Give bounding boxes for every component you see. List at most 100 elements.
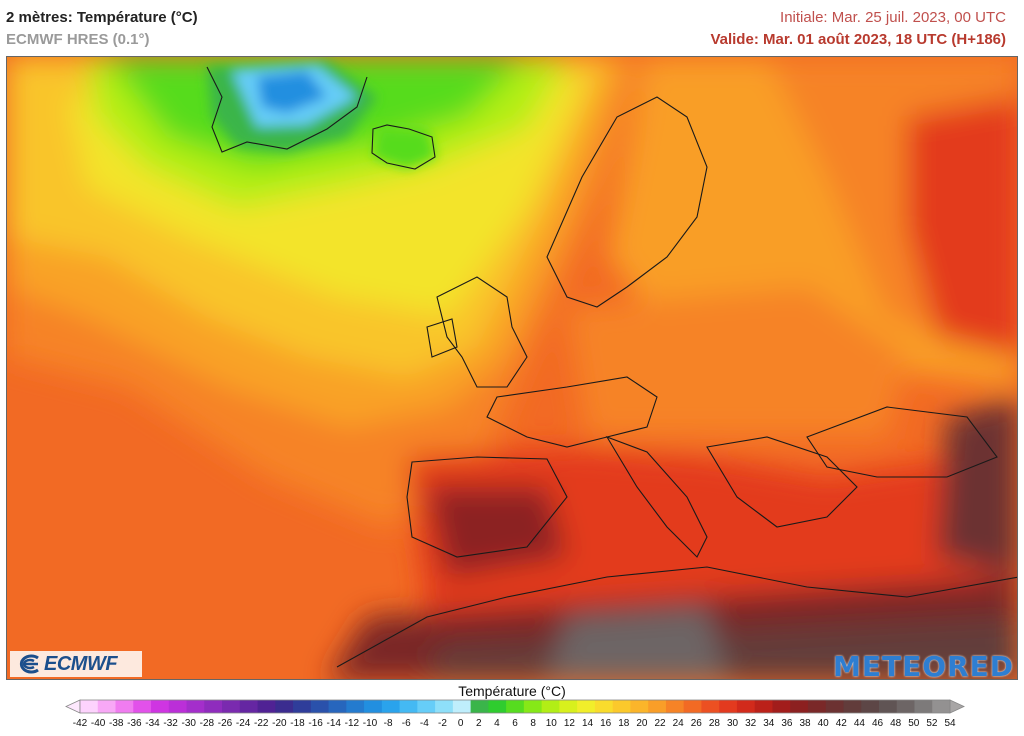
- legend-tick-label: 38: [799, 718, 811, 729]
- legend-swatch: [754, 700, 773, 713]
- legend-swatch: [204, 700, 223, 713]
- coastlines: [206, 66, 1017, 668]
- legend-tick-label: -36: [127, 718, 142, 729]
- legend-tick-label: 34: [763, 718, 775, 729]
- legend-swatch: [790, 700, 809, 713]
- legend-swatch: [417, 700, 436, 713]
- legend-tick-label: 36: [781, 718, 793, 729]
- legend-tick-label: -28: [200, 718, 215, 729]
- legend-swatch: [470, 700, 489, 713]
- legend-swatch: [878, 700, 898, 713]
- legend-title: Température (°C): [458, 683, 566, 699]
- legend-tick-label: 42: [836, 718, 848, 729]
- legend-swatch: [825, 700, 844, 713]
- legend-tick-label: 12: [564, 718, 576, 729]
- legend-swatch: [186, 700, 205, 713]
- legend-tick-label: 14: [582, 718, 594, 729]
- legend-swatch: [488, 700, 507, 713]
- legend-swatch: [346, 700, 365, 713]
- init-time: Initiale: Mar. 25 juil. 2023, 00 UTC: [780, 9, 1006, 26]
- legend-swatch: [648, 700, 667, 713]
- meteored-logo: METEORED: [833, 650, 1014, 683]
- legend-swatch: [719, 700, 738, 713]
- legend-tick-label: 50: [908, 718, 920, 729]
- legend-swatch: [168, 700, 188, 713]
- legend-swatch: [328, 700, 347, 713]
- legend-swatch: [133, 700, 152, 713]
- model-label: ECMWF HRES (0.1°): [6, 31, 150, 48]
- legend-tick-label: -2: [438, 718, 447, 729]
- map-canvas: [7, 57, 1017, 679]
- legend-arrow-low: [65, 699, 81, 714]
- legend-swatch: [399, 700, 418, 713]
- legend-swatch: [807, 700, 827, 713]
- legend-tick-label: 24: [673, 718, 685, 729]
- legend-tick-label: 8: [530, 718, 536, 729]
- legend-swatch: [932, 700, 951, 713]
- legend-tick-label: 44: [854, 718, 866, 729]
- legend-swatch: [914, 700, 933, 713]
- legend-tick-label: 30: [727, 718, 739, 729]
- legend-swatch: [701, 700, 720, 713]
- legend-tick-label: -20: [272, 718, 287, 729]
- legend-tick-label: 54: [944, 718, 956, 729]
- legend-swatch: [506, 700, 525, 713]
- legend-tick-label: 52: [926, 718, 938, 729]
- legend-swatch: [435, 700, 454, 713]
- temperature-map[interactable]: [6, 56, 1018, 680]
- legend-tick-label: -38: [109, 718, 124, 729]
- legend-swatch: [541, 700, 560, 713]
- legend-swatch: [80, 700, 99, 713]
- legend-tick-label: 28: [709, 718, 721, 729]
- legend-swatch: [843, 700, 862, 713]
- valid-time: Valide: Mar. 01 août 2023, 18 UTC (H+186…: [710, 31, 1006, 48]
- legend-swatch: [364, 700, 383, 713]
- legend-tick-label: -16: [308, 718, 323, 729]
- legend-swatch: [577, 700, 596, 713]
- legend-swatch: [896, 700, 915, 713]
- legend-tick-label: -32: [163, 718, 178, 729]
- legend-swatch: [559, 700, 578, 713]
- legend-swatch: [630, 700, 649, 713]
- legend-tick-label: -18: [290, 718, 305, 729]
- legend-tick-label: -10: [363, 718, 378, 729]
- legend-swatch: [452, 700, 472, 713]
- legend-swatch: [381, 700, 401, 713]
- legend-tick-label: 16: [600, 718, 612, 729]
- legend-tick-label: 10: [546, 718, 558, 729]
- legend-swatch: [594, 700, 614, 713]
- legend-swatch: [736, 700, 756, 713]
- legend-tick-label: -4: [420, 718, 429, 729]
- map-title: 2 mètres: Température (°C): [6, 9, 198, 26]
- legend-swatch: [151, 700, 170, 713]
- legend-arrow-high: [949, 699, 965, 714]
- legend-tick-label: -40: [91, 718, 106, 729]
- ecmwf-logo: ECMWF: [10, 651, 142, 677]
- legend-swatch: [239, 700, 259, 713]
- legend-swatch: [861, 700, 880, 713]
- legend-tick-label: 6: [512, 718, 518, 729]
- legend-tick-label: -26: [218, 718, 233, 729]
- legend-tick-label: 40: [818, 718, 830, 729]
- ecmwf-logo-icon: [19, 654, 39, 674]
- legend-tick-label: 18: [618, 718, 630, 729]
- legend-tick-label: 4: [494, 718, 500, 729]
- legend-tick-label: 2: [476, 718, 482, 729]
- legend-swatch: [683, 700, 702, 713]
- legend-swatch: [97, 700, 117, 713]
- legend-swatch: [222, 700, 241, 713]
- legend-swatch: [115, 700, 134, 713]
- legend-swatch: [293, 700, 312, 713]
- legend-tick-label: -42: [73, 718, 88, 729]
- legend-tick-label: 26: [691, 718, 703, 729]
- legend-tick-label: -14: [327, 718, 342, 729]
- ecmwf-logo-text: ECMWF: [44, 652, 118, 675]
- legend-tick-label: -34: [145, 718, 160, 729]
- legend-border: [79, 699, 951, 714]
- legend-tick-label: 22: [654, 718, 666, 729]
- color-legend: -42 -40 -38 -36 -34 -32 -30 -28 -26 -24 -22 -20 -18-…: [65, 699, 965, 729]
- legend-tick-label: 20: [636, 718, 648, 729]
- legend-tick-label: -24: [236, 718, 251, 729]
- legend-tick-label: 0: [458, 718, 464, 729]
- legend-swatch: [772, 700, 791, 713]
